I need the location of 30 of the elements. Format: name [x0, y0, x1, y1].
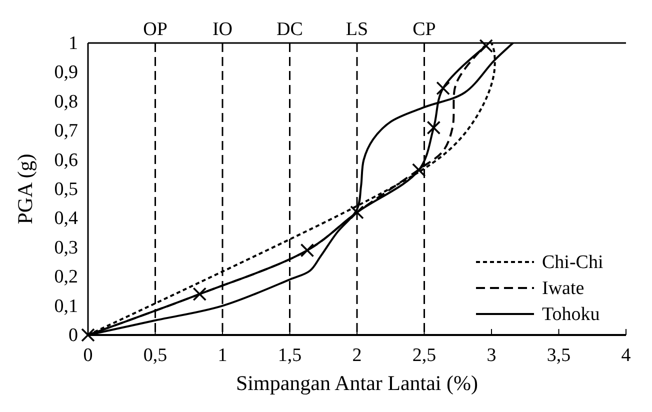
x-tick-label: 3,5: [546, 345, 571, 366]
y-tick-label: 0,1: [54, 296, 78, 317]
x-tick-label: 4: [621, 345, 632, 366]
x-tick-label: 0: [83, 345, 93, 366]
y-tick-label: 0,4: [54, 208, 78, 230]
y-tick-label: 0,7: [54, 120, 78, 142]
y-tick-label: 0,8: [54, 91, 78, 112]
y-tick-label: 0: [68, 325, 78, 346]
legend-label: Chi-Chi: [542, 252, 604, 273]
y-tick-label: 0,2: [54, 266, 78, 288]
x-tick-label: 1,5: [278, 345, 302, 366]
y-tick-label: 0,6: [54, 150, 78, 171]
ref-line-label: DC: [276, 19, 303, 40]
y-tick-label: 0,3: [54, 237, 78, 258]
x-axis-title: Simpangan Antar Lantai (%): [236, 371, 478, 395]
x-tick-label: 2: [352, 345, 362, 366]
ref-line-label: CP: [412, 19, 436, 40]
y-tick-label: 0,9: [54, 62, 78, 84]
y-axis-title: PGA (g): [13, 154, 37, 224]
x-tick-label: 1: [218, 345, 228, 366]
legend-label: Iwate: [542, 278, 584, 299]
ref-line-label: LS: [346, 19, 368, 40]
x-tick-label: 3: [486, 345, 496, 366]
ref-line-label: IO: [212, 19, 233, 40]
y-tick-label: 1: [68, 33, 78, 54]
ref-line-label: OP: [143, 19, 168, 40]
y-tick-label: 0,5: [54, 179, 78, 200]
legend-label: Tohoku: [542, 304, 600, 325]
x-tick-label: 0,5: [143, 345, 168, 366]
x-tick-label: 2,5: [412, 345, 436, 366]
